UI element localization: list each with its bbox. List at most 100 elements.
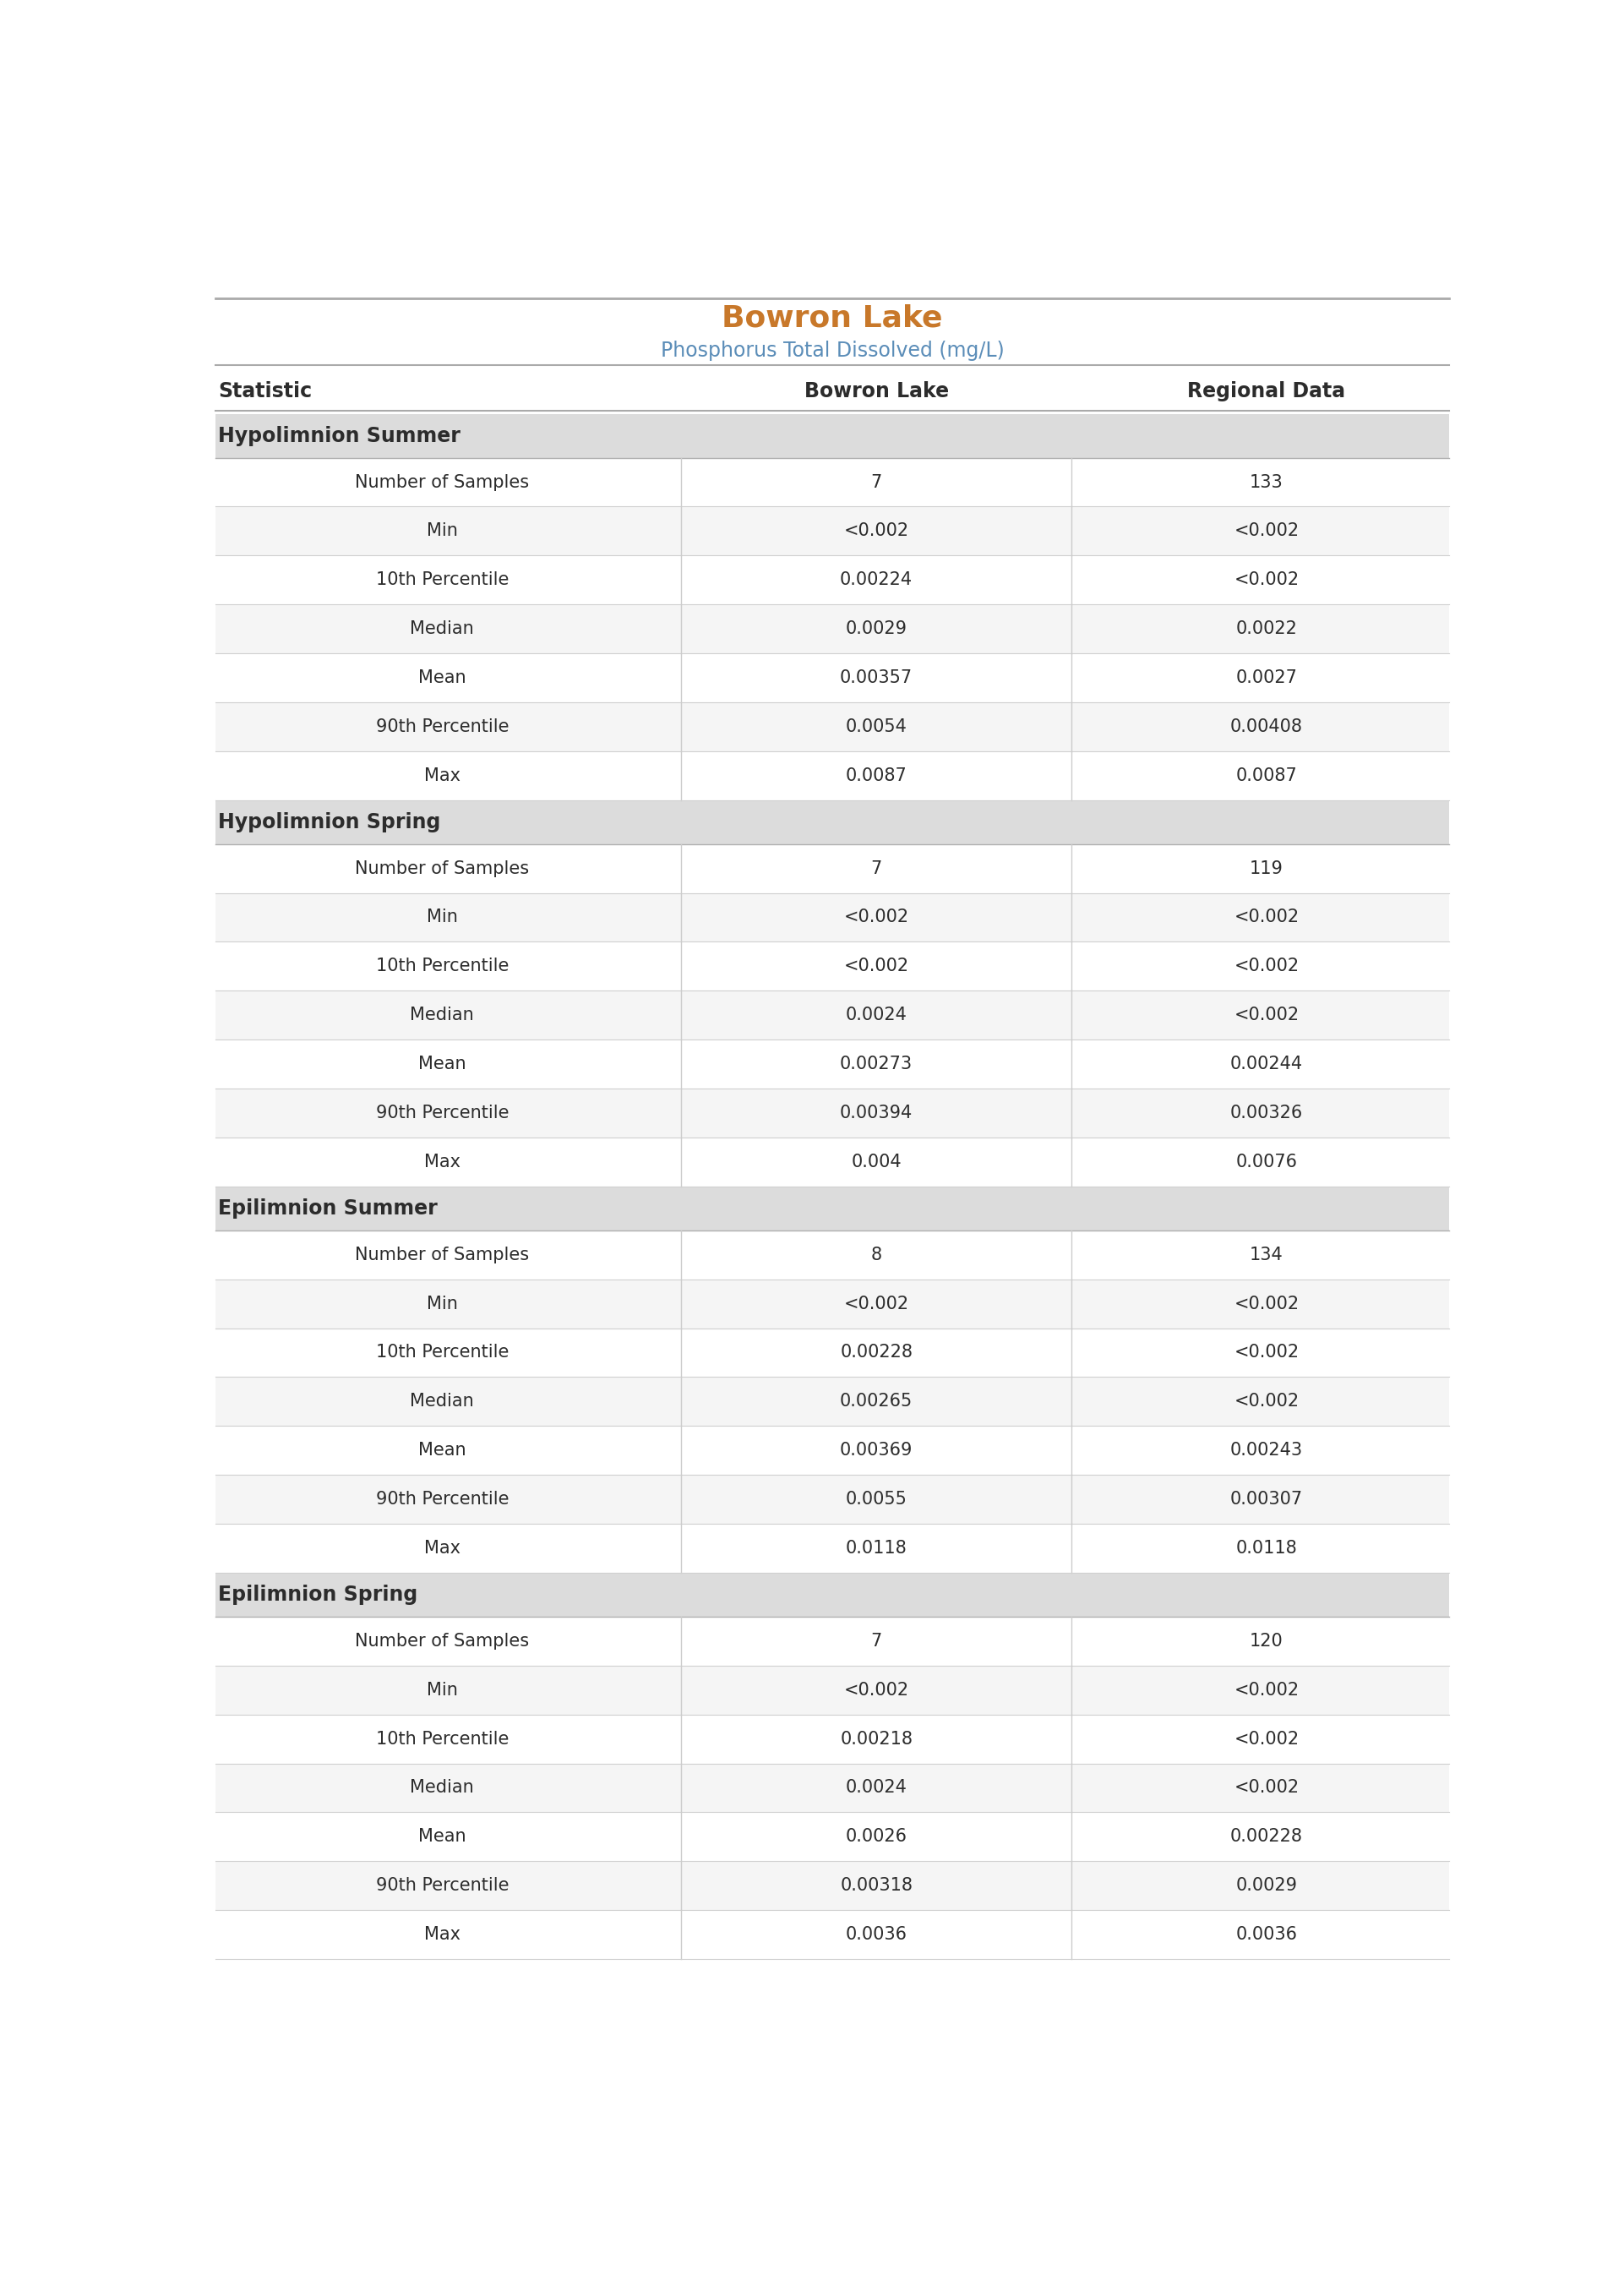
Text: 133: 133 bbox=[1250, 474, 1283, 490]
Text: 10th Percentile: 10th Percentile bbox=[375, 1344, 508, 1362]
Text: <0.002: <0.002 bbox=[1234, 1780, 1299, 1796]
Bar bbox=[216, 1426, 1449, 1476]
Text: Min: Min bbox=[427, 522, 458, 540]
Text: Max: Max bbox=[424, 1153, 460, 1171]
Text: Median: Median bbox=[411, 1780, 474, 1796]
Bar bbox=[216, 1378, 1449, 1426]
Bar bbox=[216, 1764, 1449, 1811]
Text: Number of Samples: Number of Samples bbox=[356, 474, 529, 490]
Text: Mean: Mean bbox=[419, 1056, 466, 1074]
Text: 0.0055: 0.0055 bbox=[846, 1491, 908, 1507]
Text: 0.0027: 0.0027 bbox=[1236, 670, 1298, 686]
Text: Median: Median bbox=[411, 620, 474, 638]
Text: <0.002: <0.002 bbox=[844, 1296, 909, 1312]
Text: 90th Percentile: 90th Percentile bbox=[375, 1491, 508, 1507]
Text: 7: 7 bbox=[870, 1632, 882, 1650]
Text: Statistic: Statistic bbox=[218, 381, 312, 402]
Text: 10th Percentile: 10th Percentile bbox=[375, 1730, 508, 1748]
Text: 0.0022: 0.0022 bbox=[1236, 620, 1298, 638]
Text: Bowron Lake: Bowron Lake bbox=[721, 304, 944, 331]
Bar bbox=[216, 801, 1449, 844]
Text: <0.002: <0.002 bbox=[1234, 908, 1299, 926]
Text: 10th Percentile: 10th Percentile bbox=[375, 958, 508, 974]
Text: 0.0054: 0.0054 bbox=[846, 717, 908, 735]
Bar bbox=[216, 1811, 1449, 1861]
Text: <0.002: <0.002 bbox=[1234, 522, 1299, 540]
Text: 8: 8 bbox=[870, 1246, 882, 1262]
Text: 0.0024: 0.0024 bbox=[846, 1780, 908, 1796]
Bar bbox=[216, 942, 1449, 990]
Text: 0.0087: 0.0087 bbox=[1236, 767, 1298, 783]
Text: 119: 119 bbox=[1250, 860, 1283, 876]
Bar bbox=[216, 1714, 1449, 1764]
Text: <0.002: <0.002 bbox=[844, 522, 909, 540]
Bar bbox=[216, 1476, 1449, 1523]
Text: 120: 120 bbox=[1250, 1632, 1283, 1650]
Bar bbox=[216, 1090, 1449, 1137]
Text: 0.00244: 0.00244 bbox=[1229, 1056, 1302, 1074]
Text: Min: Min bbox=[427, 1682, 458, 1698]
Bar bbox=[216, 1861, 1449, 1909]
Text: 0.0029: 0.0029 bbox=[1236, 1877, 1298, 1893]
Text: Mean: Mean bbox=[419, 670, 466, 686]
Text: <0.002: <0.002 bbox=[844, 1682, 909, 1698]
Text: 0.0036: 0.0036 bbox=[1236, 1927, 1298, 1943]
Bar bbox=[216, 990, 1449, 1040]
Text: Number of Samples: Number of Samples bbox=[356, 1246, 529, 1262]
Text: <0.002: <0.002 bbox=[1234, 1682, 1299, 1698]
Text: <0.002: <0.002 bbox=[1234, 572, 1299, 588]
Text: 0.00394: 0.00394 bbox=[840, 1105, 913, 1121]
Text: Max: Max bbox=[424, 1539, 460, 1557]
Text: Median: Median bbox=[411, 1394, 474, 1410]
Bar bbox=[216, 604, 1449, 654]
Text: Min: Min bbox=[427, 908, 458, 926]
Text: Phosphorus Total Dissolved (mg/L): Phosphorus Total Dissolved (mg/L) bbox=[661, 340, 1004, 361]
Bar bbox=[216, 1137, 1449, 1187]
Text: 0.00218: 0.00218 bbox=[840, 1730, 913, 1748]
Bar bbox=[216, 751, 1449, 801]
Text: 7: 7 bbox=[870, 474, 882, 490]
Bar bbox=[216, 1187, 1449, 1230]
Bar bbox=[216, 413, 1449, 459]
Text: <0.002: <0.002 bbox=[844, 958, 909, 974]
Text: <0.002: <0.002 bbox=[1234, 1730, 1299, 1748]
Text: 0.00408: 0.00408 bbox=[1231, 717, 1302, 735]
Text: Regional Data: Regional Data bbox=[1187, 381, 1346, 402]
Text: Hypolimnion Spring: Hypolimnion Spring bbox=[218, 813, 440, 833]
Bar bbox=[216, 459, 1449, 506]
Text: 0.0118: 0.0118 bbox=[846, 1539, 908, 1557]
Text: Mean: Mean bbox=[419, 1441, 466, 1460]
Text: <0.002: <0.002 bbox=[1234, 1008, 1299, 1024]
Bar bbox=[216, 1666, 1449, 1714]
Bar bbox=[216, 844, 1449, 892]
Text: 90th Percentile: 90th Percentile bbox=[375, 717, 508, 735]
Text: 0.00273: 0.00273 bbox=[840, 1056, 913, 1074]
Text: <0.002: <0.002 bbox=[1234, 1296, 1299, 1312]
Text: <0.002: <0.002 bbox=[1234, 1344, 1299, 1362]
Text: 0.0026: 0.0026 bbox=[846, 1827, 908, 1846]
Bar bbox=[216, 1523, 1449, 1573]
Text: Bowron Lake: Bowron Lake bbox=[804, 381, 948, 402]
Text: 0.0029: 0.0029 bbox=[846, 620, 908, 638]
Text: Median: Median bbox=[411, 1008, 474, 1024]
Text: Hypolimnion Summer: Hypolimnion Summer bbox=[218, 427, 461, 445]
Text: 0.0036: 0.0036 bbox=[846, 1927, 908, 1943]
Text: 0.00228: 0.00228 bbox=[1231, 1827, 1302, 1846]
Bar bbox=[216, 1230, 1449, 1280]
Text: 0.00265: 0.00265 bbox=[840, 1394, 913, 1410]
Bar bbox=[216, 556, 1449, 604]
Text: 0.00307: 0.00307 bbox=[1229, 1491, 1302, 1507]
Text: <0.002: <0.002 bbox=[1234, 1394, 1299, 1410]
Text: Min: Min bbox=[427, 1296, 458, 1312]
Bar bbox=[216, 1616, 1449, 1666]
Text: 7: 7 bbox=[870, 860, 882, 876]
Text: 0.0087: 0.0087 bbox=[846, 767, 908, 783]
Text: 90th Percentile: 90th Percentile bbox=[375, 1877, 508, 1893]
Text: 134: 134 bbox=[1250, 1246, 1283, 1262]
Text: 90th Percentile: 90th Percentile bbox=[375, 1105, 508, 1121]
Text: Max: Max bbox=[424, 767, 460, 783]
Text: Epilimnion Summer: Epilimnion Summer bbox=[218, 1199, 437, 1219]
Text: 0.00224: 0.00224 bbox=[840, 572, 913, 588]
Text: 0.00243: 0.00243 bbox=[1229, 1441, 1302, 1460]
Text: Number of Samples: Number of Samples bbox=[356, 860, 529, 876]
